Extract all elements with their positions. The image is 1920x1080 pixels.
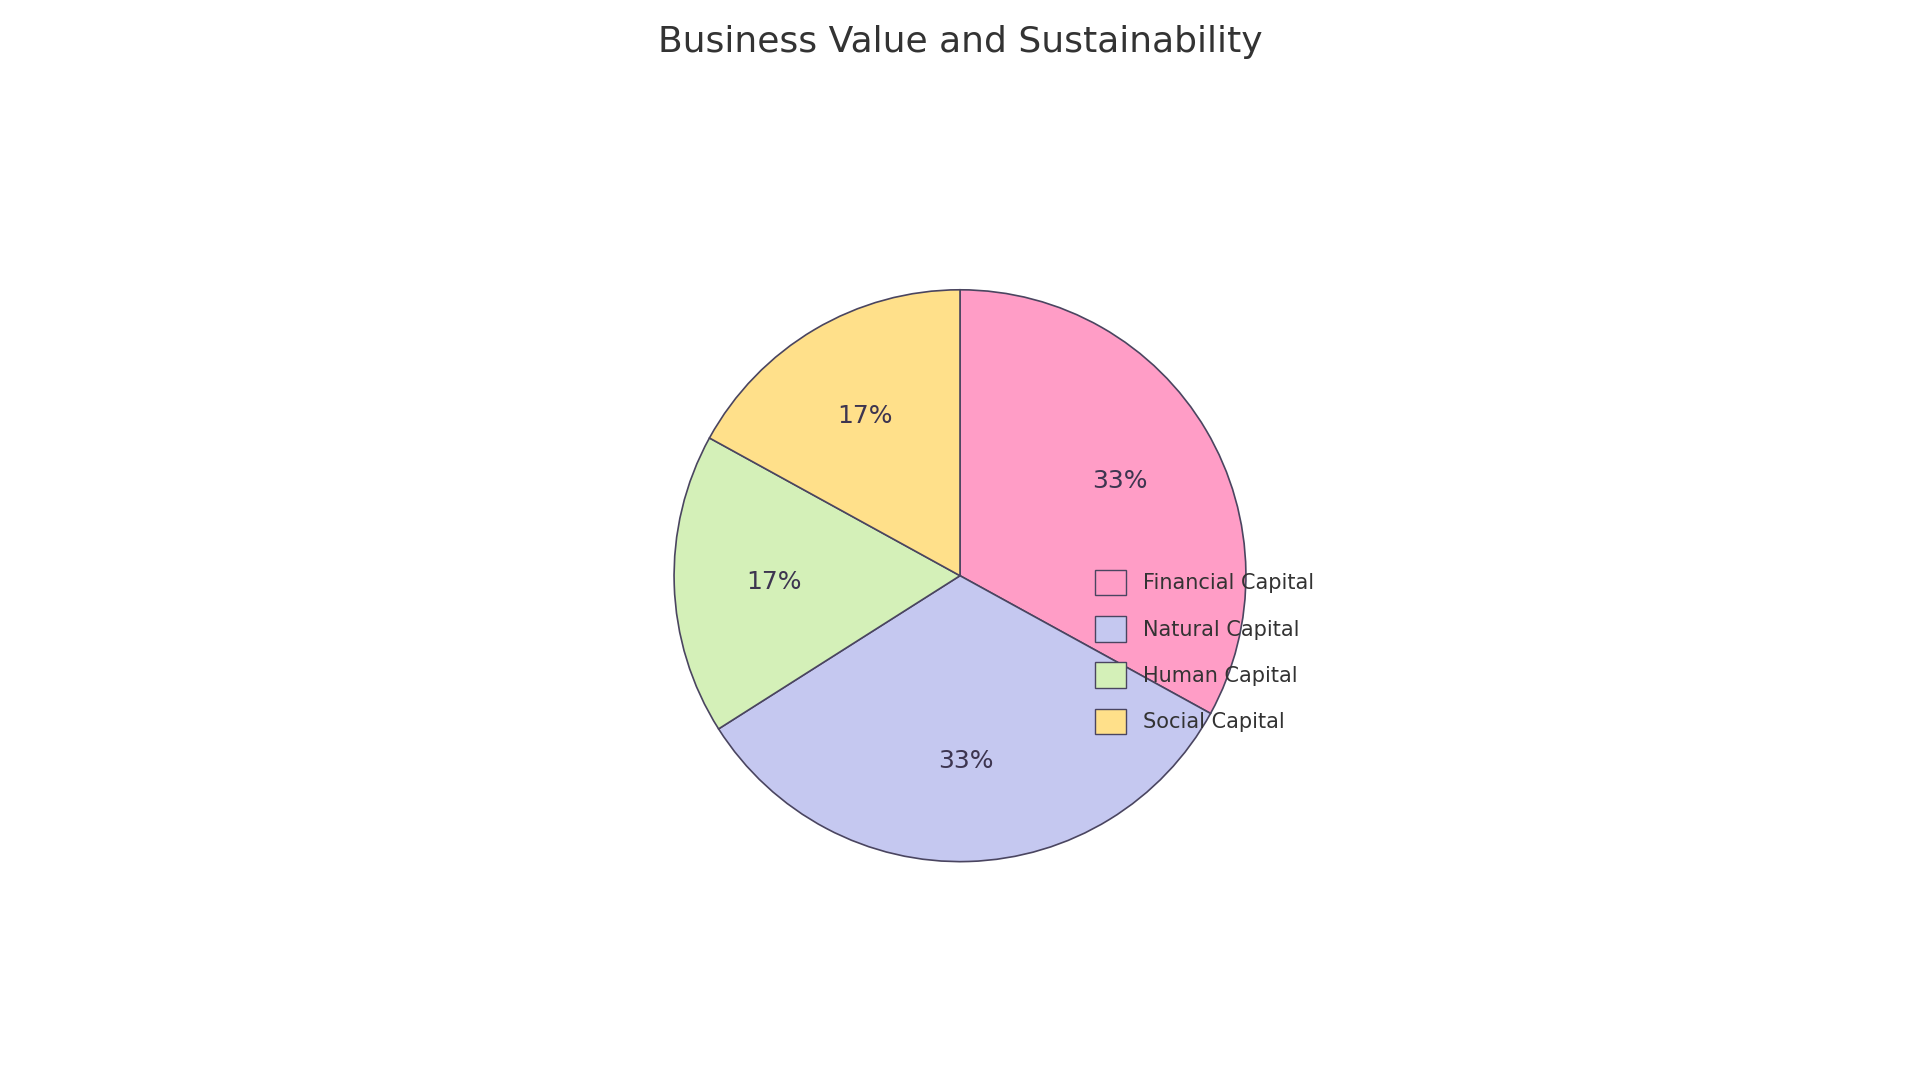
Legend: Financial Capital, Natural Capital, Human Capital, Social Capital: Financial Capital, Natural Capital, Huma… xyxy=(1085,559,1325,744)
Wedge shape xyxy=(710,289,960,576)
Wedge shape xyxy=(960,289,1246,714)
Text: 17%: 17% xyxy=(747,569,803,594)
Wedge shape xyxy=(674,438,960,729)
Text: 33%: 33% xyxy=(1092,469,1148,494)
Text: 17%: 17% xyxy=(837,404,893,428)
Wedge shape xyxy=(718,576,1210,862)
Title: Business Value and Sustainability: Business Value and Sustainability xyxy=(659,25,1261,59)
Text: 33%: 33% xyxy=(939,750,993,773)
